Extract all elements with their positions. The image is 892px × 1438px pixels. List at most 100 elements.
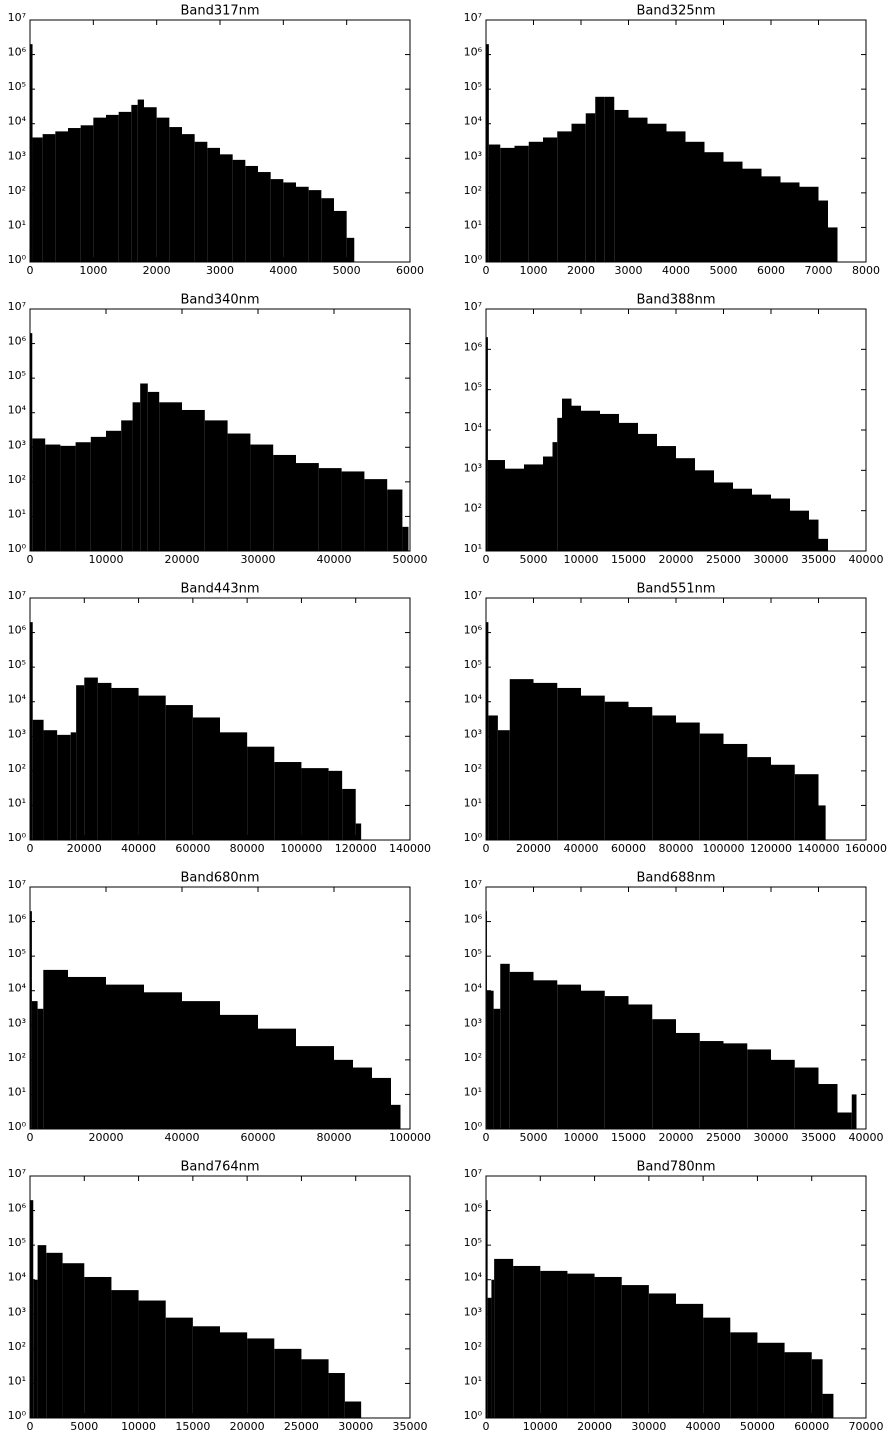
histogram-bar — [137, 99, 144, 262]
y-tick-label: 10⁵ — [8, 369, 26, 382]
histogram-bar — [557, 687, 581, 840]
histogram-bar — [761, 176, 781, 262]
plot-frame — [29, 308, 411, 552]
histogram-bar — [771, 764, 795, 840]
histogram-bar — [111, 687, 139, 840]
histogram-bar — [43, 969, 68, 1129]
histogram-bar — [32, 719, 44, 840]
x-tick-label: 5000 — [520, 1131, 548, 1144]
plot-frame — [29, 1175, 411, 1419]
histogram-bar — [111, 1290, 139, 1418]
histogram-bar — [818, 1084, 838, 1129]
x-tick-label: 50000 — [393, 553, 428, 566]
histogram-bar — [514, 145, 529, 262]
plot-frame — [485, 886, 867, 1130]
histogram-bar — [628, 1004, 653, 1129]
histogram-bar — [648, 1293, 676, 1418]
histogram-bar — [533, 980, 558, 1129]
y-tick-label: 10⁴ — [464, 693, 483, 706]
histogram-bar — [747, 757, 771, 840]
y-tick-label: 10⁷ — [8, 589, 26, 602]
y-tick-label: 10³ — [464, 1016, 482, 1029]
x-tick-label: 140000 — [798, 842, 840, 855]
histogram-bar — [784, 1352, 812, 1418]
histogram-bar — [699, 733, 724, 840]
chart-title: Band388nm — [636, 293, 715, 308]
histogram-bar — [60, 445, 76, 551]
x-tick-label: 100000 — [703, 842, 745, 855]
histogram-bar — [509, 971, 534, 1129]
histogram-bar — [581, 410, 600, 551]
histogram-bar — [652, 715, 676, 840]
x-tick-label: 15000 — [611, 1131, 646, 1144]
histogram-bar — [159, 402, 182, 551]
histogram-bar — [595, 96, 605, 262]
x-tick-label: 100000 — [389, 1131, 431, 1144]
x-tick-label: 60000 — [241, 1131, 276, 1144]
x-tick-label: 1000 — [520, 264, 548, 277]
y-tick-label: 10⁶ — [464, 46, 483, 59]
x-tick-label: 20000 — [165, 553, 200, 566]
y-tick-label: 10⁶ — [8, 335, 27, 348]
y-tick-label: 10¹ — [8, 1374, 26, 1387]
x-tick-label: 0 — [27, 1131, 34, 1144]
histogram-bar — [486, 622, 489, 840]
x-tick-label: 20000 — [659, 1131, 694, 1144]
y-tick-label: 10⁶ — [8, 913, 27, 926]
histogram-bar — [524, 464, 543, 551]
y-tick-label: 10² — [8, 473, 26, 486]
y-tick-label: 10³ — [8, 1305, 26, 1318]
histogram-bar — [557, 417, 562, 551]
x-tick-label: 20000 — [67, 842, 102, 855]
y-tick-label: 10⁷ — [464, 300, 482, 313]
x-tick-label: 25000 — [706, 1131, 741, 1144]
histogram-bar — [543, 456, 553, 551]
x-tick-label: 0 — [483, 1420, 490, 1433]
histogram-bar — [296, 1046, 334, 1129]
histogram-bar — [204, 420, 228, 551]
histogram-bar — [557, 984, 581, 1129]
chart-title: Band325nm — [636, 4, 715, 19]
histogram-bar — [402, 526, 409, 551]
histogram-bar — [614, 109, 629, 262]
histogram-bar — [32, 438, 46, 551]
y-tick-label: 10⁷ — [8, 1167, 26, 1180]
histogram-bar — [488, 144, 501, 262]
histogram-bar — [57, 734, 71, 840]
histogram-bar — [571, 405, 581, 551]
histogram-bar — [628, 117, 648, 262]
histogram-bar — [90, 436, 106, 551]
histogram-bar — [771, 1059, 795, 1129]
histogram-bar — [165, 705, 193, 840]
x-tick-label: 25000 — [706, 553, 741, 566]
histogram-bar — [811, 1359, 823, 1418]
chart-title: Band780nm — [636, 1160, 715, 1175]
y-tick-label: 10⁷ — [464, 878, 482, 891]
x-tick-label: 0 — [27, 1420, 34, 1433]
plot-frame — [485, 1175, 867, 1419]
histogram-bar — [752, 494, 771, 551]
x-tick-label: 15000 — [611, 553, 646, 566]
histogram-bar — [192, 717, 220, 840]
y-tick-label: 10⁵ — [8, 1236, 26, 1249]
x-tick-label: 0 — [483, 842, 490, 855]
y-tick-label: 10⁴ — [464, 982, 483, 995]
histogram-bar — [676, 1032, 700, 1129]
y-tick-label: 10⁵ — [464, 381, 482, 394]
histogram-bar — [30, 333, 33, 551]
y-tick-label: 10² — [464, 1340, 482, 1353]
x-tick-label: 120000 — [335, 842, 377, 855]
histogram-bar — [334, 210, 347, 262]
x-tick-label: 35000 — [801, 1131, 836, 1144]
x-tick-label: 160000 — [845, 842, 887, 855]
histogram-bar — [604, 996, 629, 1129]
histogram-bar — [818, 200, 828, 262]
histogram-bar — [742, 168, 762, 262]
y-tick-label: 10⁵ — [8, 947, 26, 960]
histogram-bar — [780, 182, 800, 262]
y-tick-label: 10⁴ — [464, 115, 483, 128]
histogram-bar — [220, 1014, 258, 1129]
y-tick-label: 10¹ — [464, 218, 482, 231]
y-tick-label: 10² — [8, 1340, 26, 1353]
histogram-bar — [628, 707, 653, 840]
